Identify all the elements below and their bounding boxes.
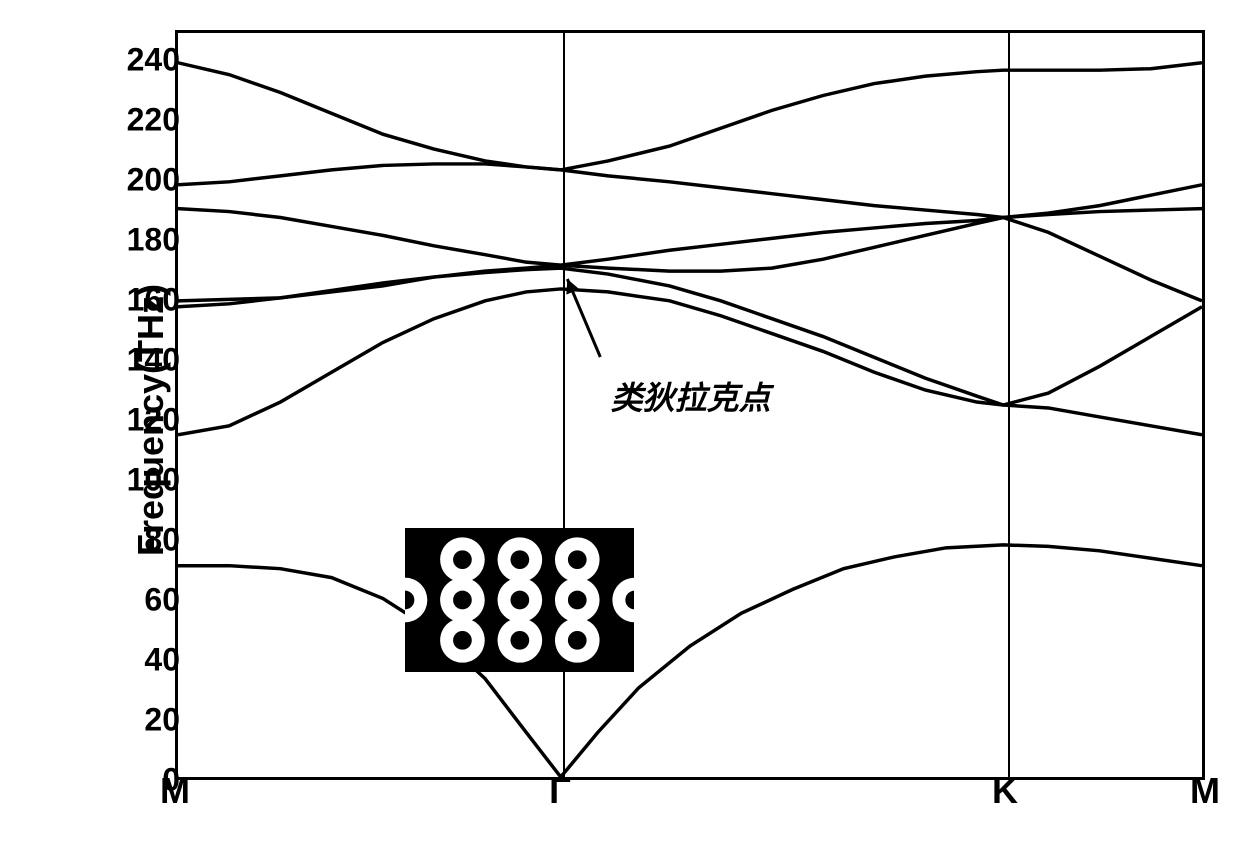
dirac-point-label: 类狄拉克点 (611, 373, 771, 419)
y-tick-label: 140 (100, 342, 180, 379)
y-tick-label: 220 (100, 102, 180, 139)
y-tick-label: 40 (100, 642, 180, 679)
band-structure-chart: Frequency(THz) 类狄拉克点 0204060801001201401… (60, 10, 1220, 830)
x-tick-label: K (992, 770, 1018, 812)
y-tick-label: 180 (100, 222, 180, 259)
y-tick-label: 240 (100, 42, 180, 79)
x-tick-label: M (160, 770, 190, 812)
y-tick-label: 200 (100, 162, 180, 199)
lattice-inset (405, 528, 635, 672)
plot-area: 类狄拉克点 (175, 30, 1205, 780)
y-tick-label: 120 (100, 402, 180, 439)
y-tick-label: 160 (100, 282, 180, 319)
x-tick-label: Γ (549, 770, 571, 812)
y-tick-label: 60 (100, 582, 180, 619)
y-tick-label: 100 (100, 462, 180, 499)
x-tick-label: M (1190, 770, 1220, 812)
y-tick-label: 80 (100, 522, 180, 559)
y-tick-label: 20 (100, 702, 180, 739)
